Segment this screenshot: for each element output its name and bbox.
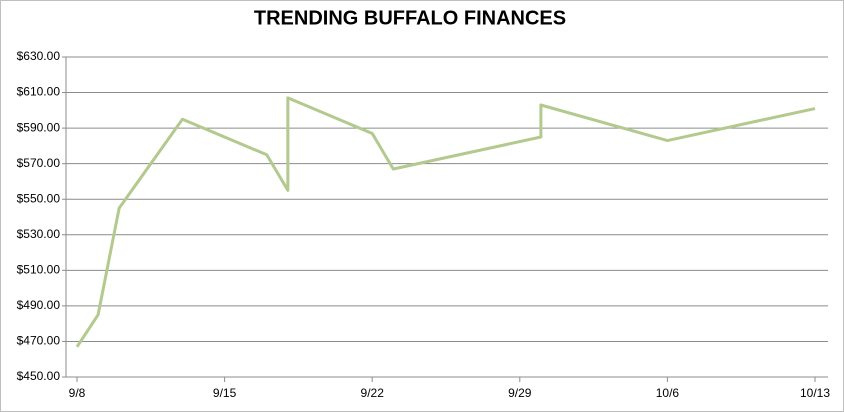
x-tick-label: 9/8 (69, 386, 86, 400)
x-tick-label: 9/15 (213, 386, 237, 400)
y-tick-label: $590.00 (17, 120, 61, 134)
y-tick-label: $550.00 (17, 191, 61, 205)
x-tick-label: 9/22 (361, 386, 385, 400)
data-line (75, 96, 816, 348)
x-tick-label: 9/29 (508, 386, 532, 400)
y-tick-label: $530.00 (17, 227, 61, 241)
y-tick-label: $510.00 (17, 263, 61, 277)
y-tick-label: $610.00 (17, 85, 61, 99)
y-tick-label: $630.00 (17, 49, 61, 63)
y-tick-label: $490.00 (17, 298, 61, 312)
x-tick-label: 10/13 (800, 386, 830, 400)
x-tick-label: 10/6 (656, 386, 680, 400)
chart-title: TRENDING BUFFALO FINANCES (254, 7, 566, 29)
y-tick-label: $470.00 (17, 334, 61, 348)
y-tick-label: $570.00 (17, 156, 61, 170)
y-tick-label: $450.00 (17, 369, 61, 383)
